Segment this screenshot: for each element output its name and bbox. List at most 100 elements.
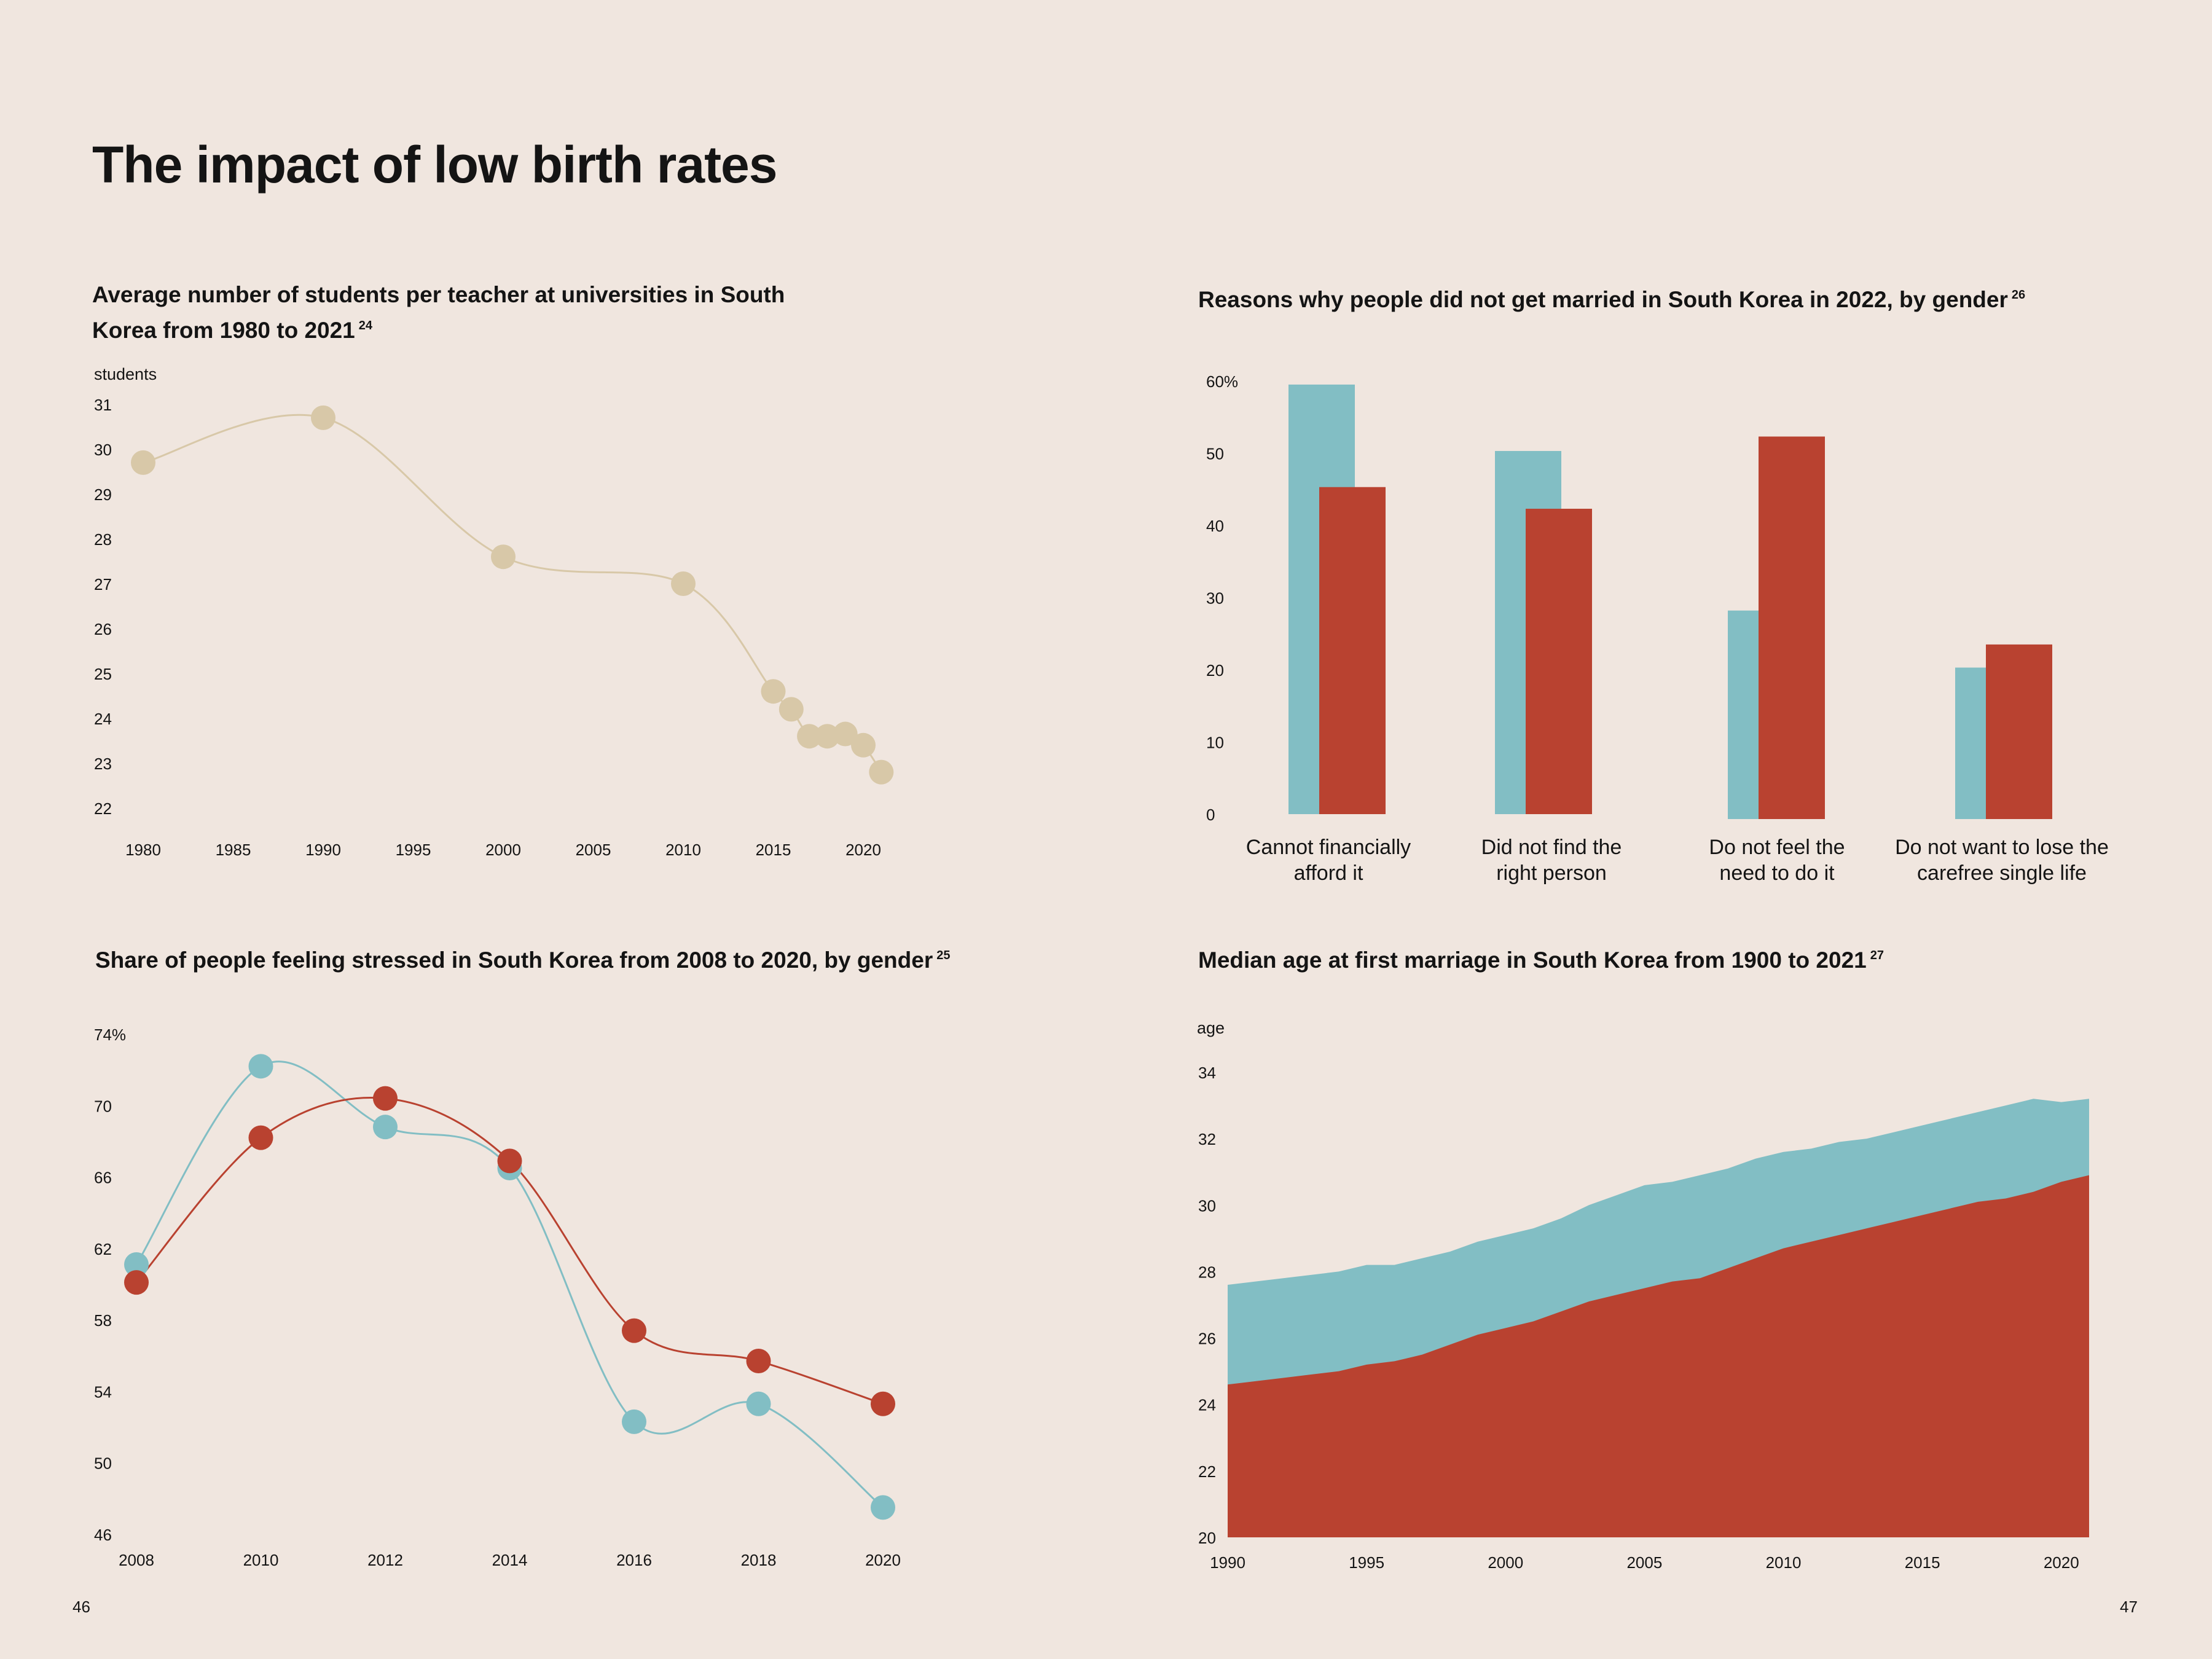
data-point	[311, 405, 335, 430]
data-point-red	[373, 1086, 398, 1111]
x-tick-label: 2010	[243, 1551, 279, 1569]
category-label: Do not want to lose the	[1895, 836, 2109, 859]
y-tick-label: 20	[1206, 661, 1224, 680]
page-number-left: 46	[73, 1598, 90, 1616]
data-point-red	[497, 1148, 522, 1174]
data-point-red	[124, 1270, 149, 1295]
x-tick-label: 2005	[1626, 1553, 1662, 1572]
data-point	[851, 732, 876, 758]
students-chart-title-text: Average number of students per teacher a…	[92, 282, 785, 343]
marriage-reasons-chart-title: Reasons why people did not get married i…	[1198, 280, 2181, 315]
x-tick-label: 1985	[216, 841, 251, 859]
bar-red	[1759, 436, 1825, 819]
x-tick-label: 2000	[1488, 1553, 1523, 1572]
x-tick-label: 1990	[1210, 1553, 1245, 1572]
category-label: carefree single life	[1917, 861, 2087, 885]
y-tick-label: 54	[94, 1382, 112, 1401]
y-tick-label: 27	[94, 575, 112, 594]
x-tick-label: 2000	[485, 841, 521, 859]
data-point	[779, 697, 804, 722]
y-tick-label: 40	[1206, 517, 1224, 535]
y-tick-label: 28	[1198, 1263, 1216, 1281]
data-point-teal	[373, 1115, 398, 1140]
students-chart-title: Average number of students per teacher a…	[92, 280, 799, 346]
y-tick-label: 10	[1206, 734, 1224, 752]
stress-chart-footnote: 25	[936, 949, 951, 962]
x-tick-label: 2014	[492, 1551, 528, 1569]
x-tick-label: 1995	[396, 841, 431, 859]
category-label: afford it	[1294, 861, 1363, 885]
data-point-red	[248, 1125, 273, 1150]
category-label: Did not find the	[1481, 836, 1622, 859]
x-tick-label: 2010	[665, 841, 701, 859]
y-tick-label: 25	[94, 665, 112, 683]
y-tick-label: 32	[1198, 1130, 1216, 1148]
data-point-teal	[248, 1054, 273, 1079]
age-y-axis-label: age	[1197, 1019, 1225, 1037]
y-tick-label: 50	[94, 1454, 112, 1473]
category-label: need to do it	[1719, 861, 1835, 885]
y-tick-label: 20	[1198, 1529, 1216, 1547]
category-label: Do not feel the	[1709, 836, 1845, 859]
data-point-teal	[871, 1495, 895, 1520]
x-tick-label: 1990	[305, 841, 341, 859]
x-tick-label: 2020	[865, 1551, 901, 1569]
y-tick-label: 74%	[94, 1026, 126, 1044]
median-age-chart-title: Median age at first marriage in South Ko…	[1198, 940, 2181, 976]
bar-red	[1526, 508, 1592, 814]
students-y-axis-label: students	[94, 365, 157, 383]
data-point	[761, 679, 786, 704]
y-tick-label: 26	[1198, 1330, 1216, 1348]
data-point	[131, 450, 155, 475]
x-tick-label: 2015	[756, 841, 791, 859]
category-label: right person	[1496, 861, 1607, 885]
x-tick-label: 1995	[1349, 1553, 1384, 1572]
median-age-chart-title-text: Median age at first marriage in South Ko…	[1198, 947, 1867, 973]
median-age-chart-footnote: 27	[1870, 949, 1884, 962]
y-tick-label: 24	[94, 710, 112, 728]
y-tick-label: 70	[94, 1097, 112, 1115]
stress-chart-title: Share of people feeling stressed in Sout…	[95, 940, 1078, 976]
y-tick-label: 31	[94, 396, 112, 414]
page-title: The impact of low birth rates	[92, 136, 777, 194]
x-tick-label: 2005	[576, 841, 611, 859]
y-tick-label: 23	[94, 755, 112, 773]
stress-chart-title-text: Share of people feeling stressed in Sout…	[95, 947, 933, 973]
x-tick-label: 2018	[741, 1551, 777, 1569]
y-tick-label: 62	[94, 1240, 112, 1258]
y-tick-label: 46	[94, 1526, 112, 1544]
y-tick-label: 22	[94, 799, 112, 818]
data-point-teal	[124, 1252, 149, 1277]
x-tick-label: 2012	[367, 1551, 403, 1569]
y-tick-label: 24	[1198, 1396, 1216, 1414]
data-point	[869, 759, 894, 785]
y-tick-label: 60%	[1206, 372, 1238, 391]
y-tick-label: 66	[94, 1169, 112, 1187]
data-point-teal	[746, 1391, 771, 1416]
y-tick-label: 29	[94, 485, 112, 504]
y-tick-label: 58	[94, 1311, 112, 1330]
category-label: Cannot financially	[1246, 836, 1411, 859]
students-chart-footnote: 24	[358, 319, 373, 332]
y-tick-label: 28	[94, 530, 112, 549]
x-tick-label: 2010	[1766, 1553, 1802, 1572]
data-point-red	[871, 1391, 895, 1416]
data-point-red	[746, 1349, 771, 1374]
x-tick-label: 1980	[125, 841, 161, 859]
x-tick-label: 2020	[2044, 1553, 2079, 1572]
y-tick-label: 30	[1198, 1196, 1216, 1215]
bar-red	[1319, 487, 1386, 814]
y-tick-label: 34	[1198, 1064, 1216, 1082]
area-red	[1228, 1175, 2089, 1537]
marriage-reasons-chart-title-text: Reasons why people did not get married i…	[1198, 287, 2008, 312]
data-point-red	[622, 1318, 646, 1343]
x-tick-label: 2008	[119, 1551, 154, 1569]
y-tick-label: 22	[1198, 1462, 1216, 1481]
data-point	[833, 721, 858, 747]
page-number-right: 47	[2120, 1598, 2138, 1616]
marriage-reasons-chart-footnote: 26	[2011, 288, 2026, 302]
